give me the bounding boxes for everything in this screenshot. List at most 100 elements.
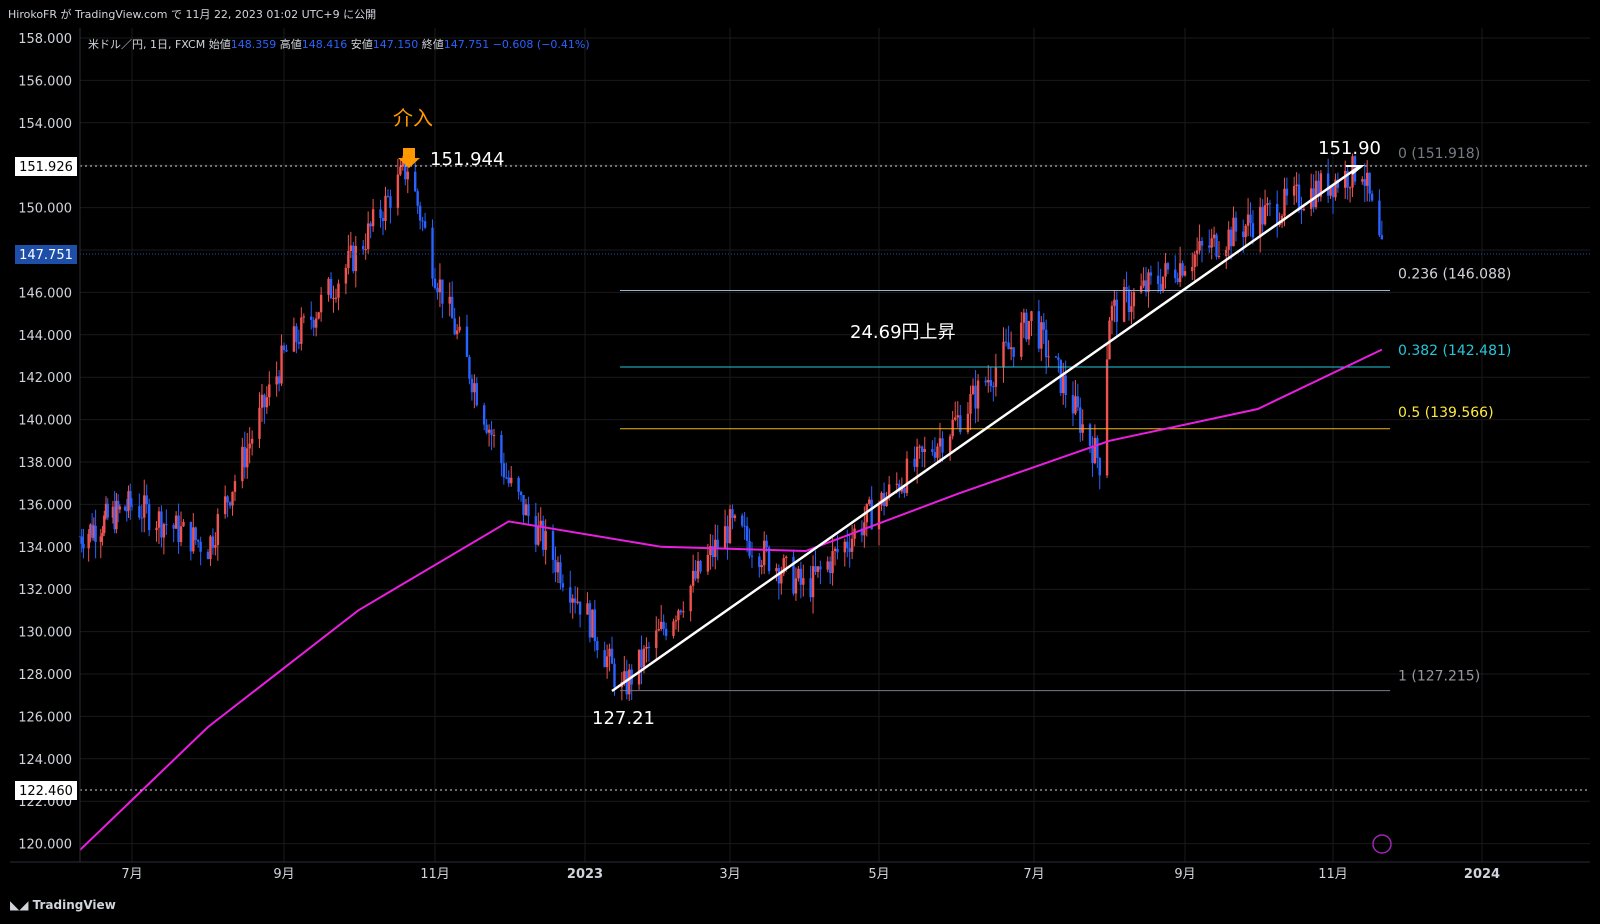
candle-body <box>505 477 508 479</box>
candle-body <box>104 503 108 516</box>
candle-body <box>1278 223 1281 226</box>
candle-body <box>451 296 454 319</box>
candle-body <box>138 506 141 518</box>
candle-body <box>1229 229 1233 247</box>
candle-body <box>887 484 891 497</box>
candle-body <box>1054 356 1058 358</box>
candle-body <box>1047 356 1050 358</box>
candle-body <box>984 380 987 383</box>
candle-body <box>502 463 506 478</box>
candle-body <box>706 555 710 572</box>
candle-body <box>352 245 355 272</box>
candle-body <box>1027 321 1031 340</box>
candle-body <box>1113 299 1116 306</box>
candle-body <box>918 446 921 448</box>
time-axis[interactable]: 7月 9月 11月 2023 3月 5月 7月 9月 11月 2024 <box>10 861 1590 888</box>
candle-body <box>123 506 127 511</box>
fib-level-label: 1 (127.215) <box>1398 669 1480 685</box>
open-value: 148.359 <box>230 38 277 51</box>
candle-body <box>758 556 761 568</box>
y-tick-label: 138.000 <box>18 456 72 471</box>
candle-body <box>948 436 952 453</box>
candle-body <box>1346 170 1349 188</box>
candle-body <box>319 294 323 313</box>
candle-body <box>741 515 744 526</box>
candle-body <box>544 530 547 550</box>
candle-body <box>539 520 542 526</box>
x-tick-label: 9月 <box>1174 867 1195 882</box>
candle-body <box>1259 206 1262 238</box>
candle-body <box>172 525 175 529</box>
fibonacci-retracement[interactable]: 0 (151.918) 0.236 (146.088) 0.382 (142.481… <box>620 146 1511 692</box>
trend-arrowhead <box>1346 165 1365 175</box>
candle-body <box>792 556 795 594</box>
candle-body <box>1191 266 1194 272</box>
candle-body <box>1210 238 1213 248</box>
candle-body <box>214 545 217 548</box>
candle-body <box>826 561 829 570</box>
candle-body <box>642 648 646 668</box>
candle-body <box>920 446 924 452</box>
candle-body <box>987 380 990 383</box>
y-tick-label: 126.000 <box>18 710 72 725</box>
candle-body <box>94 525 97 542</box>
candle-body <box>915 446 919 467</box>
candle-body <box>711 546 714 558</box>
candle-body <box>192 527 195 552</box>
candle-body <box>836 548 839 553</box>
price-axis[interactable]: 158.000156.000154.000152.000150.000148.0… <box>15 28 81 866</box>
x-tick-label: 2024 <box>1464 867 1500 882</box>
candle-body <box>647 646 651 648</box>
candle-body <box>976 380 980 409</box>
candle-body <box>277 376 281 384</box>
candle-body <box>115 500 118 530</box>
moving-average <box>79 348 1383 851</box>
close-label: 終値 <box>421 38 444 51</box>
tradingview-logo[interactable]: ◣◢ TradingView <box>10 898 116 912</box>
candle-body <box>596 641 599 651</box>
candle-body <box>1022 312 1026 323</box>
candle-body <box>174 515 178 529</box>
candle-body <box>936 446 939 458</box>
candle-body <box>1166 263 1170 270</box>
candle-body <box>794 578 798 594</box>
fib-level-label: 0 (151.918) <box>1398 146 1480 162</box>
candle-body <box>799 568 803 585</box>
candle-body <box>90 524 94 538</box>
candle-body <box>679 610 683 613</box>
candle-body <box>1025 312 1028 340</box>
candle-body <box>1130 306 1133 313</box>
candle-body <box>1178 263 1182 283</box>
candle-body <box>625 671 628 695</box>
candle-body <box>157 511 161 528</box>
candle-body <box>1361 179 1364 182</box>
candle-body <box>816 566 820 572</box>
candle-body <box>470 378 474 393</box>
candle-body <box>954 417 957 420</box>
candle-body <box>263 394 266 408</box>
candle-body <box>571 598 574 603</box>
candle-body <box>1009 347 1013 350</box>
candle-body <box>1246 214 1250 226</box>
candle-body <box>1297 184 1301 209</box>
candle-body <box>500 434 503 464</box>
candle-body <box>576 601 579 603</box>
candle-body <box>941 438 944 453</box>
candle-body <box>971 385 975 395</box>
candle-body <box>898 483 901 492</box>
candle-body <box>797 568 800 579</box>
candle-body <box>903 488 906 494</box>
candle-body <box>588 603 592 638</box>
candle-body <box>473 383 476 393</box>
candle-body <box>482 405 486 425</box>
candle-body <box>586 603 589 615</box>
candle-body <box>421 220 424 222</box>
candle-body <box>1105 359 1109 476</box>
candle-body <box>206 551 210 560</box>
candle-body <box>386 195 390 197</box>
candle-body <box>1242 231 1245 238</box>
candle-body <box>337 283 340 298</box>
candle-body <box>966 413 970 433</box>
candle-body <box>1292 186 1296 196</box>
